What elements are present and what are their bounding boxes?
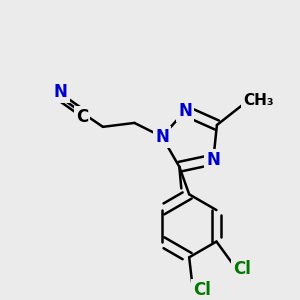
Text: C: C xyxy=(76,108,88,126)
Text: N: N xyxy=(155,128,169,146)
Text: Cl: Cl xyxy=(233,260,251,278)
Text: CH₃: CH₃ xyxy=(243,93,274,108)
Text: Cl: Cl xyxy=(193,281,211,299)
Text: N: N xyxy=(178,102,192,120)
Text: N: N xyxy=(206,151,220,169)
Text: N: N xyxy=(54,83,68,101)
